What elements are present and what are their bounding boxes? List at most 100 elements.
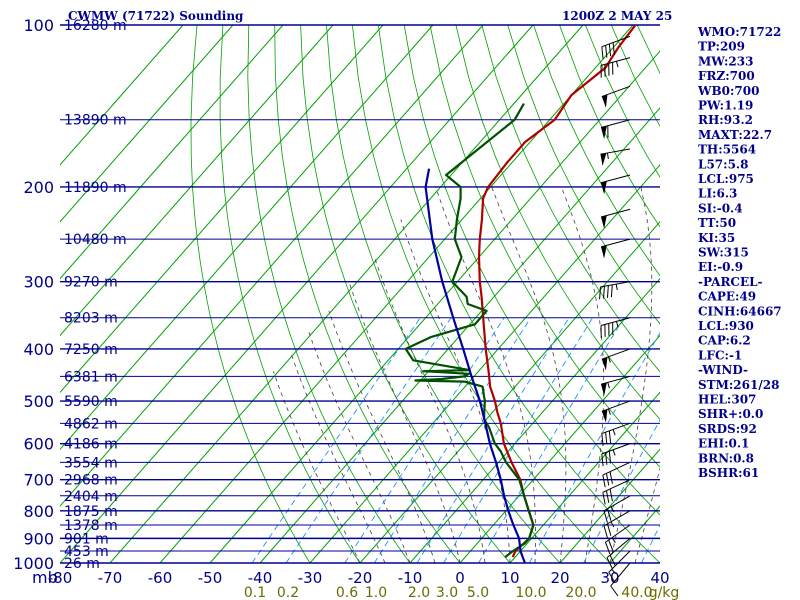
wind-barb [601, 348, 631, 371]
moist-adiabat-line [491, 186, 567, 563]
dry-adiabat-line [190, 25, 311, 563]
wind-barb-flag [602, 492, 606, 505]
dry-adiabat-line [403, 25, 660, 516]
wind-barb-half-flag [607, 356, 611, 363]
wind-barb [600, 57, 631, 78]
wind-barb-flag [605, 432, 608, 445]
height-label: 1875 m [64, 504, 118, 520]
temperature-tick-label: -40 [248, 569, 273, 587]
wind-barb-shaft [601, 443, 631, 455]
wind-barb-flag [604, 542, 611, 554]
wind-barb-shaft [600, 238, 631, 248]
wind-barb-shaft [610, 562, 631, 587]
chart-time: 1200Z 2 MAY 25 [562, 9, 672, 23]
wind-barb-half-flag [610, 506, 615, 513]
mixing-ratio-line [478, 317, 625, 563]
wind-barb [601, 443, 631, 467]
wind-barb-half-flag [610, 521, 615, 528]
wind-barb-half-flag [612, 429, 616, 436]
isotherm-line [60, 25, 384, 394]
mixing-ratio-label: 40.0 [621, 585, 652, 600]
wind-barb-half-flag [611, 537, 616, 543]
wind-barb-pennant [601, 215, 607, 229]
pressure-tick-label: 400 [23, 340, 54, 359]
wind-barb-shaft [600, 174, 631, 184]
wind-barb [602, 479, 631, 505]
parcel-line [424, 168, 527, 563]
temperature-tick-label: 20 [550, 569, 569, 587]
index-line: EI:-0.9 [698, 260, 743, 274]
pressure-axis-label: mb [32, 568, 58, 587]
wind-barb-shaft [600, 148, 631, 155]
mixing-ratio-label: 2.0 [408, 585, 430, 600]
wind-barb-flag [606, 557, 613, 570]
temperature-tick-label: -30 [298, 569, 323, 587]
isotherm-line [60, 25, 534, 563]
dry-adiabat-line [559, 25, 660, 228]
height-label: 8203 m [64, 311, 118, 327]
index-line: STM:261/28 [698, 378, 779, 392]
wind-barb-flag [607, 508, 612, 521]
mixing-ratio-line [528, 331, 660, 563]
wind-barb [600, 317, 631, 338]
mixing-ratio-label: 1.0 [365, 585, 387, 600]
wind-barb-shaft [601, 348, 631, 360]
moist-adiabat-line [609, 186, 653, 563]
wind-barb-flag [607, 523, 612, 536]
wind-barb-shaft [602, 461, 631, 476]
wind-barb-flag [603, 510, 608, 523]
mixing-ratio-label: 0.2 [277, 585, 299, 600]
dry-adiabat-line [585, 25, 660, 178]
wind-barb-pennant [601, 125, 607, 140]
index-line: LCL:930 [698, 319, 754, 333]
pressure-tick-label: 500 [23, 392, 54, 411]
moist-adiabat-line [634, 467, 660, 563]
moist-adiabat-line [308, 330, 411, 563]
wind-barb [604, 524, 631, 554]
isotherm-line [509, 391, 660, 563]
height-label: 16280 m [64, 18, 127, 34]
dewpoint-line [404, 103, 535, 558]
wind-barb-half-flag [612, 449, 616, 456]
wind-barb-flag [603, 525, 608, 538]
mixing-ratio-label: 0.1 [244, 585, 266, 600]
temperature-tick-label: -60 [148, 569, 173, 587]
moist-adiabat-line [435, 186, 536, 563]
isotherm-line [259, 107, 660, 563]
wind-barb [603, 495, 631, 523]
wind-barb [601, 85, 631, 108]
wind-barb-flag [608, 539, 614, 552]
wind-barb-flag [601, 433, 604, 446]
index-line: CAP:6.2 [698, 334, 751, 348]
wind-barb [602, 461, 631, 488]
height-label: 10480 m [64, 232, 127, 248]
wind-barb-pennant [601, 382, 607, 396]
pressure-tick-label: 200 [23, 178, 54, 197]
isotherm-line [159, 25, 634, 563]
moist-adiabat-line [348, 281, 461, 563]
index-line: TT:50 [698, 216, 736, 230]
index-line: WMO:71722 [697, 25, 781, 39]
wind-barb-shaft [601, 35, 631, 48]
wind-barb-flag [601, 46, 604, 60]
wind-barb-flag [603, 286, 605, 299]
index-line: BRN:0.8 [698, 451, 754, 465]
temperature-tick-label: -70 [98, 569, 123, 587]
pressure-tick-label: 1000 [13, 554, 54, 573]
wind-barb-flag [602, 474, 606, 488]
index-line: HEL:307 [698, 393, 756, 407]
temperature-tick-label: -80 [48, 569, 73, 587]
index-line: CAPE:49 [698, 290, 756, 304]
wind-barb-flag [605, 473, 610, 486]
wind-barb-half-flag [615, 61, 619, 68]
wind-barb-flag [610, 585, 619, 597]
height-label: 7250 m [64, 342, 118, 358]
isotherm-line [309, 164, 660, 563]
mixing-ratio-label: 5.0 [467, 585, 489, 600]
mixing-ratio-label: 0.6 [336, 585, 358, 600]
wind-barb-flag [608, 571, 616, 584]
index-line: SHR+:0.0 [698, 407, 763, 421]
wind-barb-shaft [606, 537, 631, 559]
